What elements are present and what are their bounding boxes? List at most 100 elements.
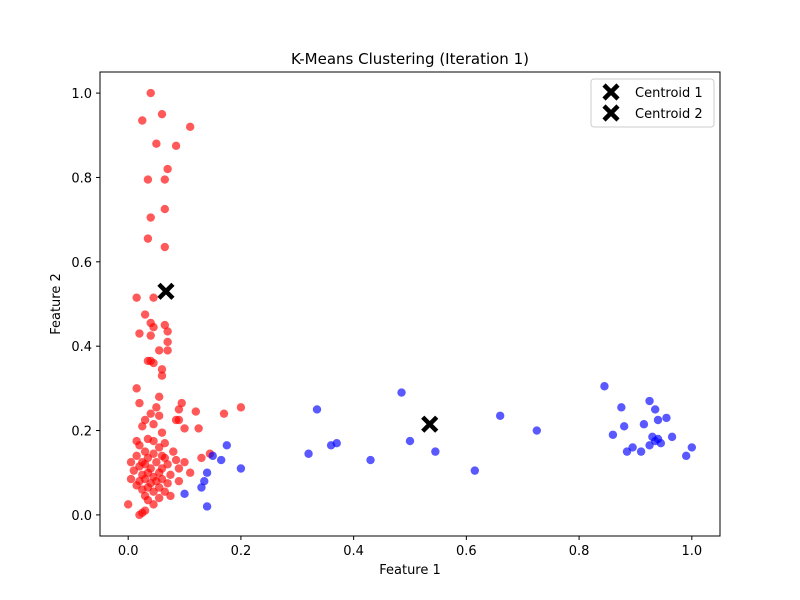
cluster-1-point bbox=[146, 409, 155, 418]
x-tick-label: 1.0 bbox=[681, 544, 702, 559]
cluster-1-point bbox=[143, 234, 153, 243]
centroid-1-marker bbox=[157, 282, 175, 300]
cluster-2-point bbox=[681, 451, 691, 461]
cluster-1-point bbox=[126, 474, 136, 484]
cluster-1-point bbox=[157, 428, 167, 437]
cluster-1-point bbox=[157, 109, 167, 119]
cluster-1-point bbox=[132, 384, 141, 393]
cluster-1-point bbox=[163, 346, 172, 355]
cluster-2-point bbox=[600, 382, 609, 391]
cluster-1-point bbox=[191, 407, 201, 416]
cluster-1-point bbox=[149, 358, 158, 368]
y-axis: 0.0 0.2 0.4 0.6 0.8 1.0 bbox=[71, 87, 100, 524]
cluster-1-point bbox=[132, 293, 141, 302]
cluster-2-point bbox=[667, 432, 677, 442]
cluster-2-point bbox=[208, 451, 217, 461]
cluster-2-point bbox=[200, 476, 209, 486]
cluster-2-point bbox=[222, 441, 232, 450]
cluster-1-point bbox=[140, 310, 150, 319]
cluster-1-point bbox=[146, 318, 155, 328]
cluster-2-point bbox=[180, 489, 189, 499]
cluster-1-point bbox=[185, 468, 195, 477]
cluster-2-point bbox=[619, 422, 629, 431]
centroid-2-marker bbox=[421, 415, 439, 433]
cluster-2-point bbox=[470, 466, 480, 475]
cluster-2-point bbox=[202, 502, 212, 511]
cluster-2-point bbox=[650, 405, 660, 414]
y-tick-label: 0.2 bbox=[71, 425, 92, 440]
cluster-1-point bbox=[138, 116, 147, 125]
cluster-2-point bbox=[366, 455, 375, 465]
x-axis-label: Feature 1 bbox=[379, 563, 441, 578]
cluster-1-point bbox=[154, 493, 164, 503]
cluster-1-point bbox=[149, 500, 158, 509]
cluster-2-point bbox=[236, 464, 246, 473]
cluster-1-point bbox=[160, 204, 170, 214]
cluster-1-point bbox=[146, 88, 155, 98]
cluster-1-point bbox=[135, 329, 144, 338]
cluster-2-point bbox=[304, 449, 313, 458]
y-axis-label: Feature 2 bbox=[49, 273, 64, 335]
y-tick-label: 1.0 bbox=[71, 87, 92, 102]
y-tick-label: 0.0 bbox=[71, 509, 92, 524]
cluster-1-point bbox=[135, 441, 144, 450]
x-axis: 0.0 0.2 0.4 0.6 0.8 1.0 bbox=[118, 536, 702, 559]
cluster-1-point bbox=[152, 403, 161, 412]
legend-box bbox=[590, 78, 715, 128]
cluster-1-point bbox=[135, 510, 144, 520]
cluster-2-point bbox=[628, 443, 637, 452]
cluster-1-point bbox=[129, 466, 139, 475]
cluster-2-point bbox=[405, 436, 415, 446]
cluster-1-point bbox=[163, 337, 172, 347]
cluster-1-point bbox=[166, 491, 175, 501]
cluster-2-point bbox=[687, 443, 697, 452]
cluster-1-point bbox=[194, 424, 203, 433]
cluster-1-point bbox=[236, 403, 246, 412]
cluster-1-point bbox=[149, 487, 158, 496]
cluster-1-point bbox=[140, 447, 150, 456]
x-tick-label: 0.8 bbox=[569, 544, 590, 559]
cluster-1-point bbox=[123, 500, 133, 509]
y-tick-label: 0.6 bbox=[71, 256, 92, 271]
cluster-1-point bbox=[180, 424, 189, 433]
cluster-1-point bbox=[169, 447, 178, 456]
chart-title: K-Means Clustering (Iteration 1) bbox=[291, 50, 529, 68]
plot-area bbox=[123, 88, 697, 520]
cluster-1-point bbox=[171, 141, 181, 151]
cluster-2-point bbox=[636, 447, 646, 456]
x-tick-label: 0.4 bbox=[343, 544, 364, 559]
cluster-2-point bbox=[653, 434, 663, 444]
cluster-2-point bbox=[532, 426, 542, 435]
cluster-1-point bbox=[171, 455, 181, 465]
cluster-1-point bbox=[154, 392, 164, 401]
cluster-2-point bbox=[312, 405, 322, 414]
cluster-1-point bbox=[126, 457, 136, 467]
cluster-2-point bbox=[332, 439, 341, 448]
cluster-1-point bbox=[157, 365, 167, 374]
cluster-1-point bbox=[219, 409, 229, 418]
cluster-1-point bbox=[149, 293, 158, 302]
cluster-1-point bbox=[146, 213, 155, 222]
cluster-1-point bbox=[149, 420, 158, 429]
cluster-1-point bbox=[166, 470, 175, 480]
cluster-2-point bbox=[216, 455, 226, 465]
cluster-1-point bbox=[163, 479, 172, 488]
cluster-2-point bbox=[639, 420, 649, 429]
cluster-1-point bbox=[138, 422, 147, 431]
legend-centroid-2-marker bbox=[602, 104, 620, 122]
cluster-1-point bbox=[157, 371, 167, 380]
cluster-2-point bbox=[397, 388, 406, 397]
cluster-1-point bbox=[152, 139, 161, 148]
y-tick-label: 0.8 bbox=[71, 171, 92, 186]
cluster-1-point bbox=[140, 415, 150, 425]
x-tick-label: 0.2 bbox=[231, 544, 252, 559]
cluster-2-point bbox=[645, 396, 654, 406]
legend-label-centroid-2: Centroid 2 bbox=[635, 107, 703, 122]
cluster-1-point bbox=[174, 476, 184, 486]
cluster-1-point bbox=[154, 411, 164, 420]
cluster-1-point bbox=[160, 453, 170, 463]
cluster-2-point bbox=[202, 468, 212, 477]
cluster-1-point bbox=[149, 436, 158, 446]
y-tick-label: 0.4 bbox=[71, 340, 92, 355]
